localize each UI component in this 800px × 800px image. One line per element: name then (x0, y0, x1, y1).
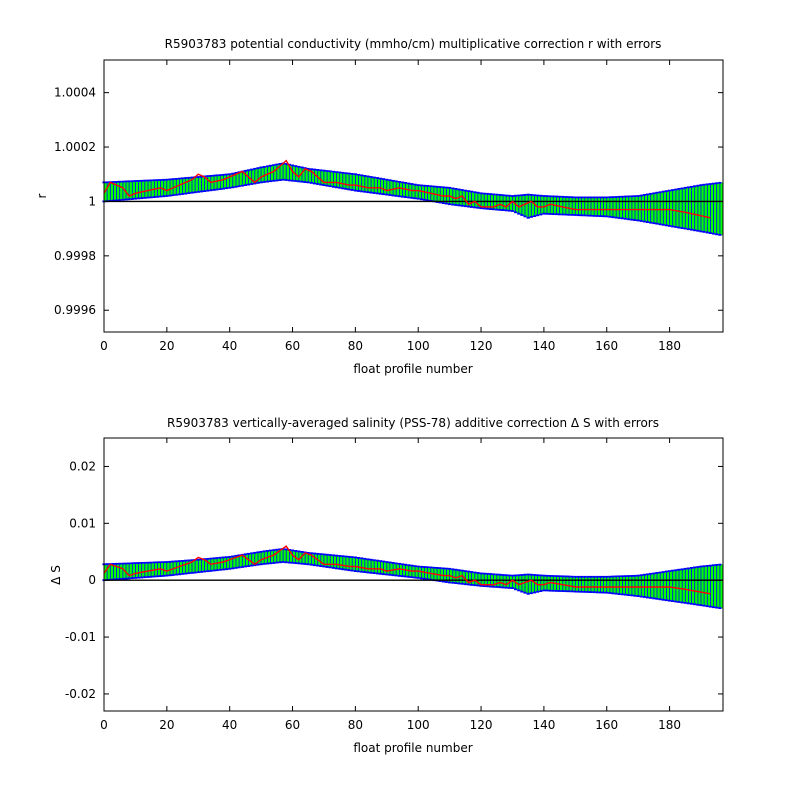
x-tick-label: 20 (159, 718, 174, 732)
plot-frame (103, 437, 724, 712)
axis-ticks: 0 20 40 60 80 100 120 140 160 180 -0.02 -0.01 0 0.01 0… (65, 438, 723, 732)
plot-area (102, 159, 723, 236)
x-tick-label: 60 (285, 718, 300, 732)
x-tick-label: 140 (532, 339, 555, 353)
y-tick-label: -0.02 (65, 687, 96, 701)
x-tick-label: 20 (159, 339, 174, 353)
x-tick-label: 80 (348, 339, 363, 353)
y-tick-label: 1.0004 (54, 86, 96, 100)
y-axis-label: Δ S (49, 565, 63, 585)
y-tick-label: 0.9998 (54, 249, 96, 263)
x-tick-label: 60 (285, 339, 300, 353)
x-tick-label: 120 (470, 718, 493, 732)
y-tick-label: 1.0002 (54, 140, 96, 154)
chart-title: R5903783 vertically-averaged salinity (P… (167, 416, 659, 430)
x-tick-label: 40 (222, 718, 237, 732)
plot-frame (103, 59, 724, 333)
y-axis-label: r (35, 193, 49, 198)
conductivity-correction-chart: R5903783 potential conductivity (mmho/cm… (35, 37, 724, 376)
x-tick-label: 100 (407, 339, 430, 353)
chart-title: R5903783 potential conductivity (mmho/cm… (165, 37, 662, 51)
y-tick-label: -0.01 (65, 630, 96, 644)
y-tick-label: 0.01 (69, 516, 96, 530)
plot-area (102, 545, 723, 609)
y-tick-label: 1 (88, 194, 96, 208)
error-bars (102, 162, 722, 236)
x-tick-label: 120 (470, 339, 493, 353)
salinity-correction-chart: R5903783 vertically-averaged salinity (P… (49, 416, 724, 755)
x-axis-label: float profile number (353, 741, 472, 755)
x-tick-label: 180 (658, 718, 681, 732)
x-tick-label: 40 (222, 339, 237, 353)
x-tick-label: 140 (532, 718, 555, 732)
y-tick-label: 0.9996 (54, 303, 96, 317)
correction-line (103, 545, 711, 595)
axis-ticks: 0 20 40 60 80 100 120 140 160 180 0.9996 0.9998 1 1.0… (54, 60, 723, 353)
x-tick-label: 80 (348, 718, 363, 732)
x-tick-label: 180 (658, 339, 681, 353)
x-tick-label: 160 (595, 339, 618, 353)
x-tick-label: 160 (595, 718, 618, 732)
correction-line (103, 159, 711, 219)
x-tick-label: 0 (100, 718, 108, 732)
y-tick-label: 0.02 (69, 459, 96, 473)
x-tick-label: 0 (100, 339, 108, 353)
error-band (104, 163, 723, 236)
y-tick-label: 0 (88, 573, 96, 587)
x-tick-label: 100 (407, 718, 430, 732)
error-bars (102, 548, 722, 609)
x-axis-label: float profile number (353, 362, 472, 376)
